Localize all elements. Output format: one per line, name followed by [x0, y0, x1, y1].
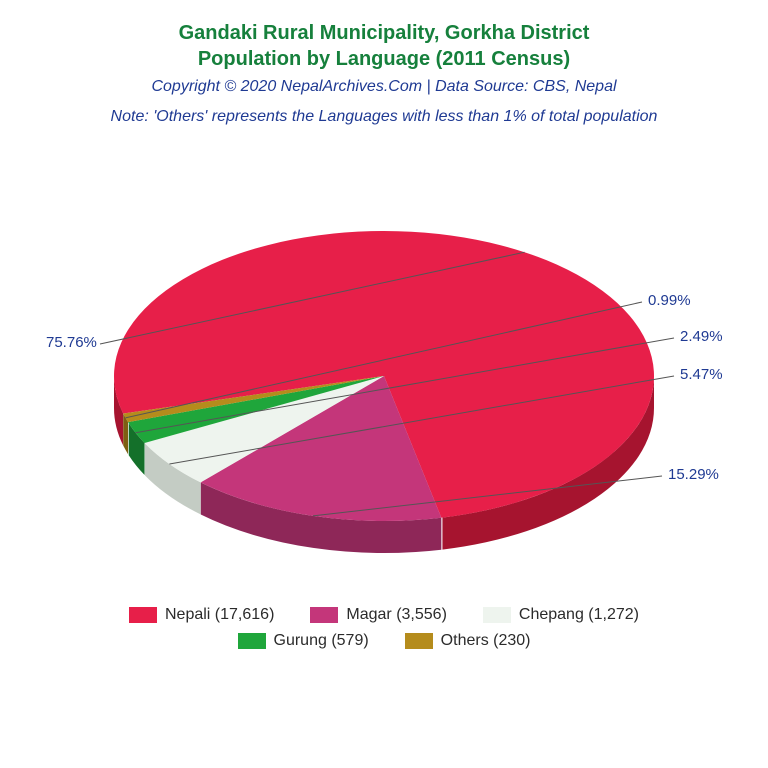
slice-pct-label: 2.49% — [680, 328, 723, 345]
legend-item: Magar (3,556) — [310, 606, 447, 624]
legend-label: Chepang (1,272) — [519, 606, 639, 624]
legend-item: Nepali (17,616) — [129, 606, 274, 624]
copyright-line: Copyright © 2020 NepalArchives.Com | Dat… — [0, 78, 768, 96]
title-block: Gandaki Rural Municipality, Gorkha Distr… — [0, 0, 768, 126]
legend-label: Others (230) — [441, 632, 531, 650]
legend-swatch — [310, 607, 338, 623]
pie-chart: 75.76% 15.29% 5.47% 2.49% 0.99% — [0, 136, 768, 596]
legend-label: Gurung (579) — [274, 632, 369, 650]
slice-pct-label: 5.47% — [680, 366, 723, 383]
legend-swatch — [129, 607, 157, 623]
note-line: Note: 'Others' represents the Languages … — [0, 108, 768, 126]
legend-swatch — [405, 633, 433, 649]
slice-pct-label: 0.99% — [648, 292, 691, 309]
legend-label: Magar (3,556) — [346, 606, 447, 624]
title-line-2: Population by Language (2011 Census) — [0, 46, 768, 72]
slice-pct-label: 75.76% — [46, 334, 97, 351]
slice-pct-label: 15.29% — [668, 466, 719, 483]
legend-swatch — [483, 607, 511, 623]
legend-swatch — [238, 633, 266, 649]
legend-item: Chepang (1,272) — [483, 606, 639, 624]
legend-label: Nepali (17,616) — [165, 606, 274, 624]
pie-chart-svg — [0, 136, 768, 596]
title-line-1: Gandaki Rural Municipality, Gorkha Distr… — [0, 20, 768, 46]
legend-item: Others (230) — [405, 632, 531, 650]
legend-item: Gurung (579) — [238, 632, 369, 650]
legend: Nepali (17,616) Magar (3,556) Chepang (1,2… — [0, 606, 768, 650]
